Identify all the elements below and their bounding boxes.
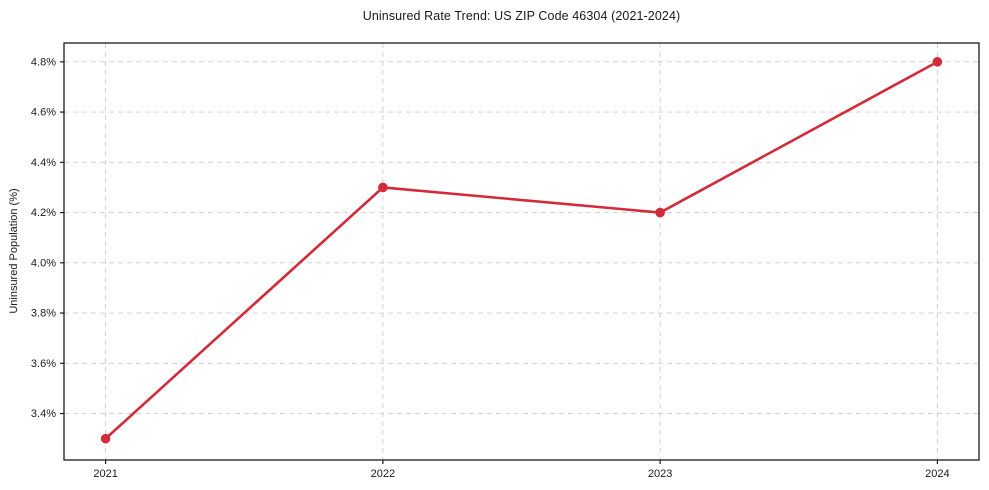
x-tick-label: 2022 <box>371 468 395 480</box>
data-point-marker <box>100 433 111 444</box>
y-tick-label: 4.6% <box>31 107 56 119</box>
y-tick-label: 4.0% <box>31 257 56 269</box>
plot-border <box>63 42 980 461</box>
data-point-marker <box>655 207 665 218</box>
x-tick-label: 2021 <box>93 468 117 480</box>
chart-title: Uninsured Rate Trend: US ZIP Code 46304 … <box>362 9 681 23</box>
data-point-marker <box>932 57 943 67</box>
x-tick-label: 2024 <box>925 468 949 480</box>
x-tick-label: 2023 <box>648 468 672 480</box>
y-tick-label: 4.4% <box>31 157 56 169</box>
y-tick-label: 4.2% <box>31 207 56 219</box>
data-point-marker <box>378 182 388 193</box>
y-tick-label: 3.8% <box>31 308 56 320</box>
y-tick-label: 4.8% <box>31 56 56 68</box>
y-tick-label: 3.6% <box>31 358 56 370</box>
trend-line <box>104 60 939 440</box>
y-tick-label: 3.4% <box>31 408 56 420</box>
